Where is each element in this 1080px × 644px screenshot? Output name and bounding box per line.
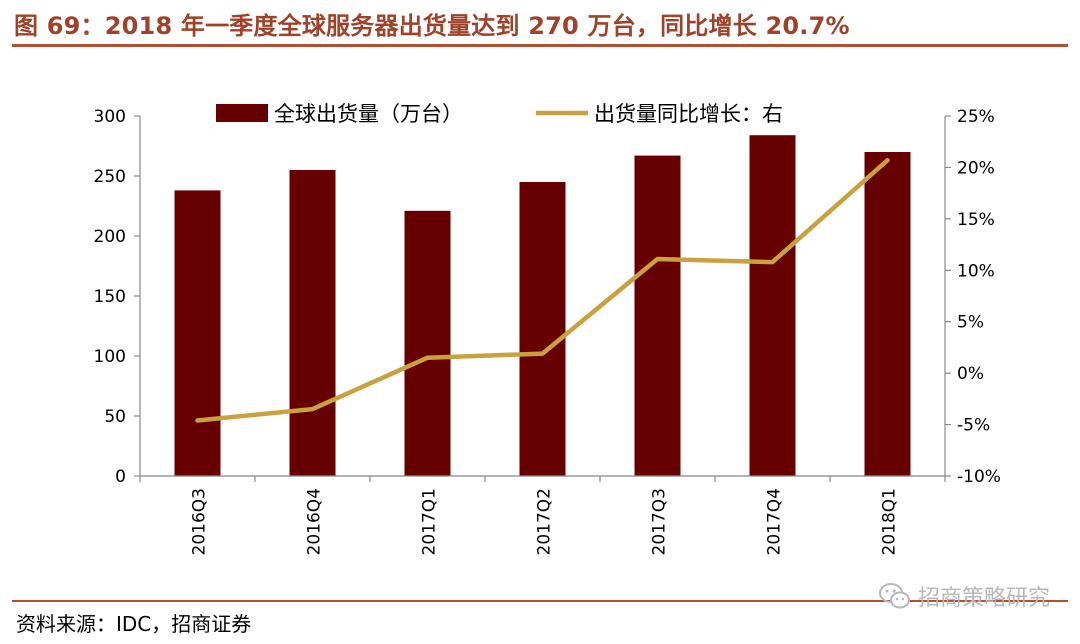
y-right-tick-label: 0%	[957, 364, 984, 384]
wechat-icon	[878, 583, 910, 609]
legend-line-label: 出货量同比增长：右	[594, 102, 783, 126]
y-left-tick-label: 100	[94, 347, 126, 367]
shipment-chart: 0 50 100 150 200 250 300 -10% -5% 0% 5% 10% 15% 20% 25…	[94, 102, 1001, 555]
y-left-tick-label: 50	[104, 407, 126, 427]
bar-2017Q2	[519, 182, 566, 476]
x-tick-label: 2017Q1	[420, 488, 440, 555]
watermark-label: 招商策略研究	[917, 586, 1050, 611]
legend-bar-swatch	[216, 104, 268, 122]
bar-2018Q1	[864, 152, 911, 476]
y-left-tick-label: 200	[94, 227, 126, 247]
y-right-tick-label: 5%	[957, 313, 984, 333]
bar-2016Q3	[174, 190, 221, 476]
bar-2017Q1	[404, 210, 451, 477]
y-right-tick-label: 15%	[957, 210, 995, 230]
x-tick-label: 2016Q3	[190, 488, 210, 555]
y-right-tick-label: -10%	[957, 467, 1001, 487]
source-note: 资料来源：IDC，招商证券	[16, 612, 252, 636]
y-right-tick-label: 20%	[957, 158, 995, 178]
bar-2016Q4	[289, 170, 336, 476]
x-tick-label: 2016Q4	[305, 488, 325, 555]
y-right-tick-label: 25%	[957, 107, 995, 127]
x-tick-label: 2017Q3	[650, 488, 670, 555]
figure-title: 图 69：2018 年一季度全球服务器出货量达到 270 万台，同比增长 20.…	[14, 12, 850, 40]
x-tick-label: 2017Q2	[535, 488, 555, 555]
y-left-tick-label: 150	[94, 287, 126, 307]
y-left-tick-label: 250	[94, 167, 126, 187]
x-tick-label: 2017Q4	[765, 488, 785, 555]
bar-2017Q4	[749, 135, 796, 476]
y-left-tick-label: 0	[115, 467, 126, 487]
y-right-tick-label: 10%	[957, 261, 995, 281]
x-tick-label: 2018Q1	[880, 488, 900, 555]
y-right-tick-label: -5%	[957, 416, 990, 436]
legend-bar-label: 全球出货量（万台）	[274, 102, 463, 126]
title-divider	[12, 44, 1068, 47]
y-left-tick-label: 300	[94, 107, 126, 127]
bar-2017Q3	[634, 155, 681, 476]
watermark: 招商策略研究	[878, 580, 1050, 612]
footer-divider	[12, 600, 1068, 602]
